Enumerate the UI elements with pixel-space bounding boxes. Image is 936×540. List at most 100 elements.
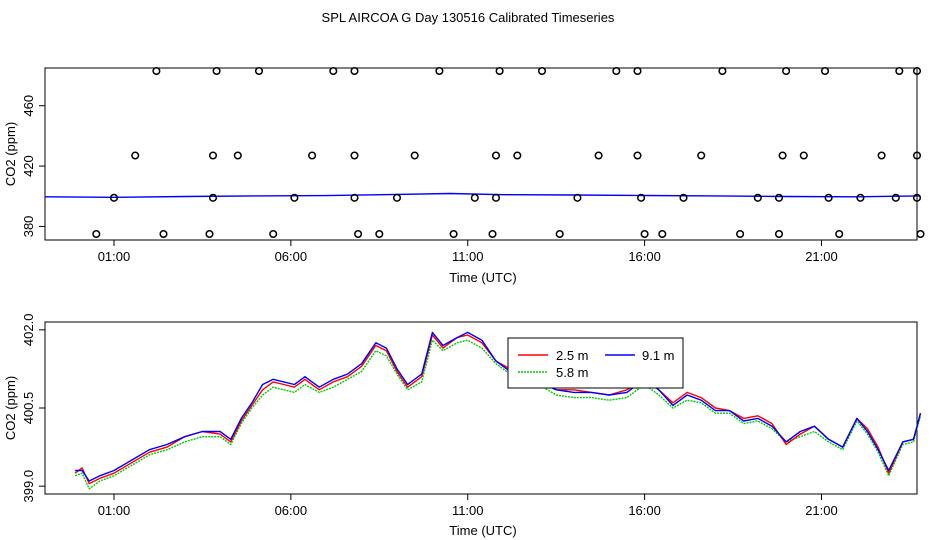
panel-top-y-ticks: 380 420 460 <box>21 95 45 237</box>
x-tick-label: 16:00 <box>628 503 661 518</box>
data-point <box>718 66 727 76</box>
data-point <box>208 151 218 160</box>
x-tick-label: 01:00 <box>98 503 131 518</box>
series-line <box>44 192 921 199</box>
panel-bottom-frame <box>44 321 918 495</box>
legend-label-9-1m: 9.1 m <box>642 348 675 363</box>
x-tick-label: 06:00 <box>275 503 308 518</box>
data-point <box>753 193 762 202</box>
data-point <box>778 151 787 160</box>
data-point <box>633 151 642 160</box>
y-tick-label: 420 <box>21 155 36 177</box>
panel-top-points <box>92 66 925 239</box>
y-tick-label: 400.5 <box>21 392 36 425</box>
panel-bottom-y-label: CO2 (ppm) <box>3 376 18 440</box>
data-point <box>495 66 504 76</box>
panel-top-line <box>44 192 921 199</box>
data-point <box>491 151 501 160</box>
data-point <box>513 151 522 160</box>
y-tick-label: 380 <box>21 216 36 238</box>
data-point <box>736 229 745 239</box>
data-point <box>350 66 359 76</box>
x-tick-label: 11:00 <box>452 249 484 264</box>
data-point <box>254 66 264 76</box>
data-point <box>895 66 904 76</box>
data-point <box>269 229 278 239</box>
data-point <box>877 151 886 160</box>
data-point <box>912 66 922 76</box>
data-point <box>488 229 497 239</box>
data-point <box>916 229 925 239</box>
data-point <box>491 193 501 202</box>
legend-label-5-8m: 5.8 m <box>556 365 589 380</box>
data-point <box>350 151 359 160</box>
data-point <box>308 151 317 160</box>
data-point <box>354 229 363 239</box>
x-tick-label: 11:00 <box>452 503 484 518</box>
data-point <box>290 193 299 202</box>
panel-top-y-label: CO2 (ppm) <box>3 122 18 186</box>
panel-top: 01:00 06:00 11:00 16:00 21:00 380 420 460 Time… <box>3 66 925 285</box>
data-point <box>208 193 218 202</box>
data-point <box>612 66 621 76</box>
data-point <box>392 193 402 202</box>
data-point <box>637 193 646 202</box>
panel-bottom: 01:00 06:00 11:00 16:00 21:00 399.0 400.5 402.… <box>3 314 922 538</box>
panel-bottom-x-label: Time (UTC) <box>449 523 516 538</box>
data-point <box>131 151 140 160</box>
data-point <box>912 193 922 202</box>
panel-top-x-label: Time (UTC) <box>449 270 516 285</box>
legend-box <box>507 337 684 389</box>
data-point <box>658 229 667 239</box>
data-point <box>537 66 547 76</box>
data-point <box>109 193 119 202</box>
figure-title: SPL AIRCOA G Day 130516 Calibrated Times… <box>322 10 615 25</box>
series-line-2-5-m <box>74 334 922 485</box>
x-tick-label: 01:00 <box>98 249 131 264</box>
legend-label-2-5m: 2.5 m <box>556 348 589 363</box>
data-point <box>856 193 865 202</box>
data-point <box>205 229 214 239</box>
data-point <box>470 193 479 202</box>
data-point <box>640 229 649 239</box>
data-point <box>212 66 221 76</box>
data-point <box>152 66 161 76</box>
data-point <box>912 151 922 160</box>
series-line-9-1-m <box>75 331 922 482</box>
data-point <box>824 193 833 202</box>
data-point <box>697 151 706 160</box>
data-point <box>92 229 101 239</box>
x-tick-label: 16:00 <box>628 249 661 264</box>
data-point <box>820 66 830 76</box>
data-point <box>410 151 419 160</box>
data-point <box>891 193 900 202</box>
x-tick-label: 21:00 <box>805 249 838 264</box>
data-point <box>633 66 642 76</box>
data-point <box>449 229 458 239</box>
data-point <box>679 193 688 202</box>
data-point <box>435 66 444 76</box>
data-point <box>573 193 582 202</box>
legend: 2.5 m 9.1 m 5.8 m <box>507 337 684 389</box>
data-point <box>799 151 808 160</box>
y-tick-label: 399.0 <box>21 470 36 503</box>
data-point <box>555 229 564 239</box>
panel-bottom-x-ticks: 01:00 06:00 11:00 16:00 21:00 <box>98 494 838 518</box>
data-point <box>774 229 784 239</box>
data-point <box>594 151 603 160</box>
data-point <box>233 151 242 160</box>
data-point <box>159 229 168 239</box>
data-point <box>329 66 338 76</box>
y-tick-label: 460 <box>21 95 36 117</box>
data-point <box>782 66 791 76</box>
panel-top-frame <box>44 67 918 241</box>
data-point <box>375 229 384 239</box>
data-point <box>835 229 844 239</box>
panel-bottom-y-ticks: 399.0 400.5 402.0 <box>21 314 45 503</box>
x-tick-label: 21:00 <box>805 503 838 518</box>
y-tick-label: 402.0 <box>21 314 36 347</box>
panel-top-x-ticks: 01:00 06:00 11:00 16:00 21:00 <box>98 240 838 264</box>
panel-bottom-series <box>74 331 922 490</box>
data-point <box>350 193 359 202</box>
